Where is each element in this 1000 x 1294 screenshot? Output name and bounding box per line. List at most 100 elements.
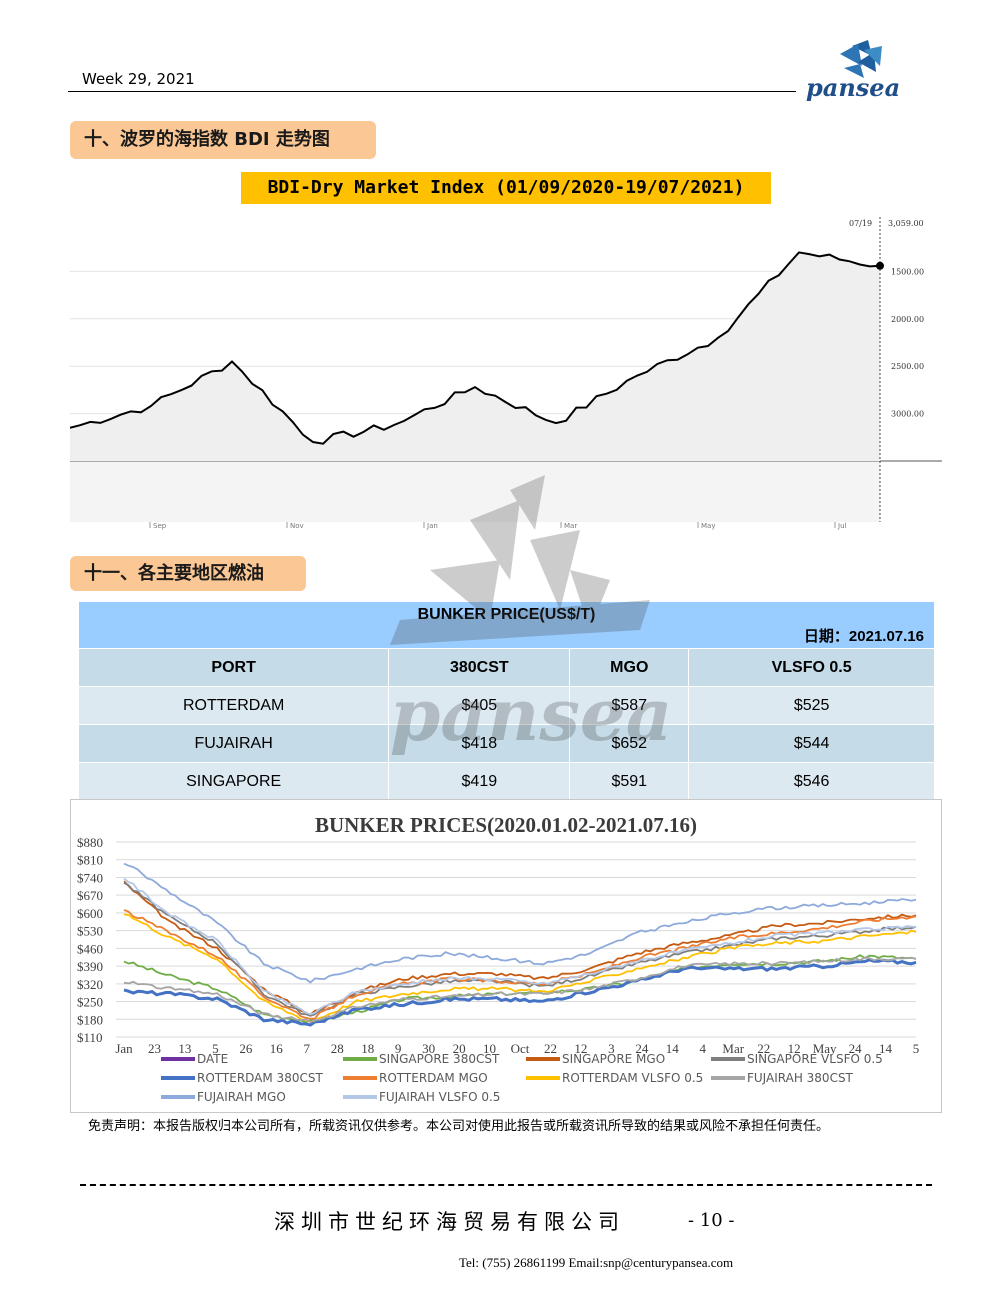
bunker-x-tick-label: 13	[178, 1041, 191, 1056]
bunker-x-tick-label: 20	[453, 1041, 466, 1056]
footer-rule	[80, 1184, 932, 1186]
price-cell: $587	[569, 686, 690, 725]
bunker-series-line	[123, 862, 917, 984]
bdi-series-line	[70, 251, 881, 445]
bunker-y-tick-label: $320	[77, 977, 103, 992]
legend-label: FUJAIRAH VLSFO 0.5	[379, 1090, 500, 1104]
bunker-y-tick-label: $600	[77, 906, 103, 921]
bunker-x-tick-label: 12	[788, 1041, 801, 1056]
bunker-x-tick-label: 10	[483, 1041, 496, 1056]
bdi-x-tick-label: Jul	[837, 522, 847, 530]
bunker-x-tick-label: 4	[700, 1041, 707, 1056]
price-cell: $525	[688, 686, 935, 725]
bunker-series-line	[123, 877, 917, 1016]
bunker-x-tick-label: 14	[666, 1041, 680, 1056]
section-heading-bunker: 十一、各主要地区燃油	[70, 556, 306, 591]
port-cell: FUJAIRAH	[77, 724, 390, 763]
bunker-price-table: BUNKER PRICE(US$/T) 日期：2021.07.16 PORT 3…	[77, 601, 935, 801]
bunker-x-tick-label: 28	[331, 1041, 344, 1056]
bunker-x-tick-label: Mar	[722, 1041, 744, 1056]
bunker-y-tick-label: $810	[77, 853, 103, 868]
bunker-x-tick-label: 24	[635, 1041, 649, 1056]
bunker-x-tick-label: 5	[913, 1041, 920, 1056]
bunker-x-tick-label: 5	[212, 1041, 219, 1056]
bdi-x-tick-label: Jan	[426, 522, 438, 530]
bunker-x-tick-label: 18	[361, 1041, 374, 1056]
logo-wordmark: pansea	[806, 73, 900, 102]
legend-label: FUJAIRAH MGO	[197, 1090, 286, 1104]
table-row: ROTTERDAM $405 $587 $525	[77, 686, 935, 725]
bunker-y-tick-label: $110	[77, 1030, 103, 1045]
bdi-last-date: 07/19	[849, 219, 872, 228]
bunker-series-line	[123, 913, 917, 1023]
section-heading-bdi: 十、波罗的海指数 BDI 走势图	[70, 121, 376, 159]
bunker-y-tick-label: $180	[77, 1012, 103, 1027]
bunker-x-tick-label: 9	[395, 1041, 402, 1056]
bunker-x-tick-label: 14	[879, 1041, 893, 1056]
bunker-y-tick-label: $460	[77, 941, 103, 956]
disclaimer: 免责声明：本报告版权归本公司所有，所载资讯仅供参考。本公司对使用此报告或所载资讯…	[88, 1119, 830, 1134]
legend-label: ROTTERDAM MGO	[379, 1071, 488, 1085]
legend-label: FUJAIRAH 380CST	[747, 1071, 854, 1085]
legend-label: ROTTERDAM VLSFO 0.5	[562, 1071, 703, 1085]
bunker-x-tick-label: 7	[304, 1041, 311, 1056]
bunker-series-line	[123, 956, 917, 1024]
column-header-380cst: 380CST	[388, 648, 571, 687]
bdi-chart: 07/19 3,059.00 3000.00 2500.00 2000.00 1500…	[70, 212, 942, 532]
bdi-x-tick-label: Mar	[564, 522, 577, 530]
bdi-series-area	[70, 252, 880, 461]
page-number: - 10 -	[688, 1210, 735, 1231]
bunker-x-tick-label: 22	[544, 1041, 557, 1056]
bunker-table-title: BUNKER PRICE(US$/T)	[417, 606, 596, 623]
week-label: Week 29, 2021	[82, 70, 195, 88]
legend-label: SINGAPORE VLSFO 0.5	[747, 1052, 883, 1066]
bunker-y-tick-label: $250	[77, 995, 103, 1010]
bunker-x-tick-label: Oct	[511, 1041, 530, 1056]
port-cell: SINGAPORE	[77, 762, 390, 801]
bdi-last-value: 3,059.00	[888, 219, 924, 228]
bdi-x-tick-label: Sep	[153, 522, 167, 530]
bunker-series-line	[123, 882, 917, 1017]
price-cell: $419	[388, 762, 571, 801]
bunker-x-tick-label: Jan	[115, 1041, 133, 1056]
bdi-chart-title: BDI-Dry Market Index (01/09/2020-19/07/2…	[241, 172, 771, 204]
column-header-mgo: MGO	[569, 648, 690, 687]
bunker-x-tick-label: 23	[148, 1041, 161, 1056]
bunker-date: 日期：2021.07.16	[803, 628, 924, 645]
bunker-x-tick-label: 22	[757, 1041, 770, 1056]
legend-label: DATE	[197, 1052, 228, 1066]
legend-label: ROTTERDAM 380CST	[197, 1071, 323, 1085]
company-name: 深圳市世纪环海贸易有限公司	[274, 1210, 625, 1234]
header-rule	[68, 91, 796, 92]
price-cell: $591	[569, 762, 690, 801]
table-row: FUJAIRAH $418 $652 $544	[77, 724, 935, 763]
bdi-last-point	[876, 261, 884, 270]
bunker-chart-frame: BUNKER PRICES(2020.01.02-2021.07.16) $88…	[70, 799, 942, 1113]
pansea-logo: pansea	[806, 40, 900, 102]
price-cell: $405	[388, 686, 571, 725]
port-cell: ROTTERDAM	[77, 686, 390, 725]
bdi-x-tick-label: May	[701, 522, 715, 530]
bunker-series-line	[123, 958, 917, 1027]
column-header-vlsfo: VLSFO 0.5	[688, 648, 935, 687]
bunker-table-title-cell: BUNKER PRICE(US$/T) 日期：2021.07.16	[78, 601, 935, 649]
bdi-y-tick-label: 2500.00	[891, 362, 924, 371]
price-cell: $544	[688, 724, 935, 763]
price-cell: $546	[688, 762, 935, 801]
bunker-x-tick-label: 30	[422, 1041, 435, 1056]
globe-icon	[840, 40, 882, 78]
contact-info: Tel: (755) 26861199 Email:snp@centurypan…	[459, 1255, 734, 1270]
bunker-x-tick-label: 24	[849, 1041, 863, 1056]
bunker-x-tick-label: May	[813, 1041, 837, 1056]
bunker-x-tick-label: 16	[270, 1041, 284, 1056]
bunker-y-tick-label: $670	[77, 888, 103, 903]
bdi-y-tick-label: 3000.00	[891, 410, 924, 419]
legend-label: SINGAPORE MGO	[562, 1052, 665, 1066]
table-row: SINGAPORE $419 $591 $546	[77, 762, 935, 801]
price-cell: $652	[569, 724, 690, 763]
bunker-y-tick-label: $880	[77, 835, 103, 850]
bunker-chart-title: BUNKER PRICES(2020.01.02-2021.07.16)	[315, 813, 697, 837]
bunker-chart: BUNKER PRICES(2020.01.02-2021.07.16) $88…	[77, 813, 920, 1104]
bunker-y-tick-label: $530	[77, 924, 103, 939]
bdi-x-tick-label: Nov	[290, 522, 304, 530]
